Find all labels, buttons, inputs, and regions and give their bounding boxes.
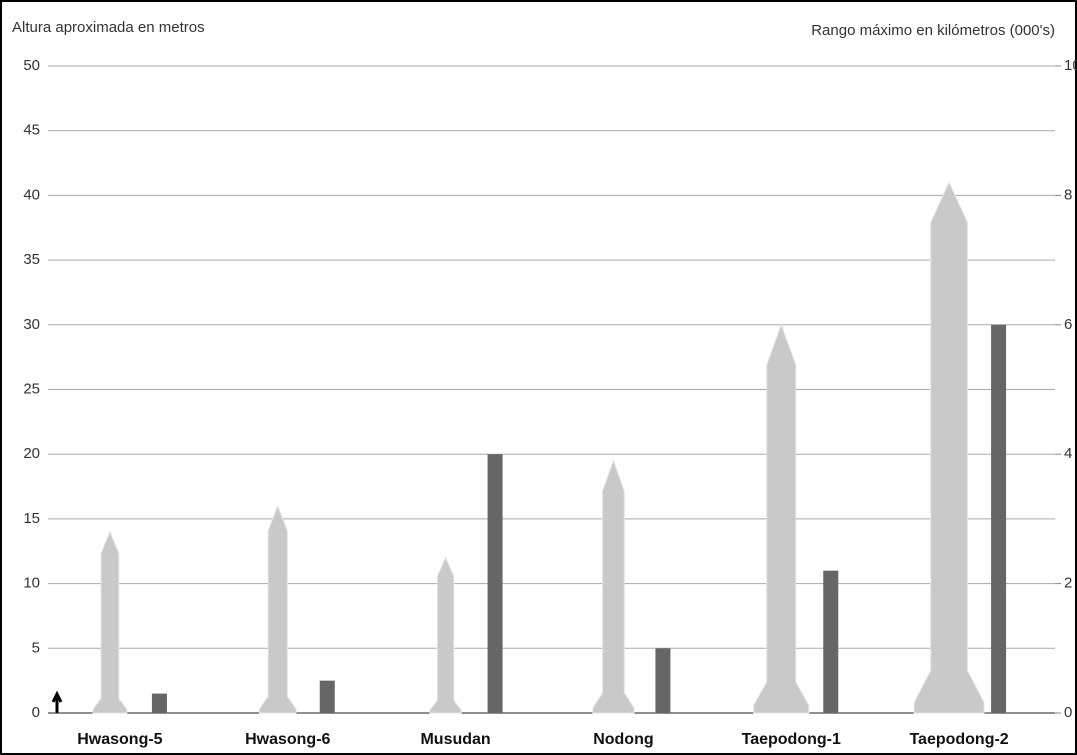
x-tick-label: Musudan	[420, 731, 490, 748]
y-tick-label: 5	[32, 639, 40, 656]
x-tick-label: Taepodong-1	[742, 731, 841, 748]
x-tick-label: Hwasong-5	[77, 731, 162, 748]
bar	[152, 694, 167, 713]
y-tick-label: 0	[32, 704, 40, 721]
y-tick-label: 10	[23, 575, 40, 592]
y-tick-label: 45	[23, 122, 40, 139]
y-tick-label: 30	[23, 316, 40, 333]
y-axis-label: Altura aproximada en metros	[12, 19, 205, 36]
y-tick-label: 40	[23, 186, 40, 203]
y-tick-label: 20	[23, 445, 40, 462]
y2-tick-label: 8	[1064, 186, 1072, 203]
y-tick-label: 15	[23, 510, 40, 527]
x-tick-label: Hwasong-6	[245, 731, 330, 748]
y2-tick-label: 2	[1064, 575, 1072, 592]
y2-tick-label: 4	[1064, 445, 1072, 462]
page: {"chart_data": { "type": "rocket-bar", "…	[0, 0, 1077, 755]
y-tick-label: 35	[23, 251, 40, 268]
chart: Altura aproximada en metros Rango máximo…	[0, 0, 1077, 755]
y-tick-label: 50	[23, 57, 40, 74]
frame	[1, 1, 1076, 754]
bar	[320, 681, 335, 713]
y2-axis-label: Rango máximo en kilómetros (000's)	[811, 22, 1055, 39]
x-tick-label: Nodong	[593, 731, 653, 748]
y2-tick-label: 10	[1064, 57, 1077, 74]
bar	[823, 571, 838, 713]
y2-tick-label: 0	[1064, 704, 1072, 721]
bar	[488, 454, 503, 713]
x-tick-label: Taepodong-2	[909, 731, 1008, 748]
y-tick-label: 25	[23, 380, 40, 397]
bar	[991, 325, 1006, 713]
bar	[655, 648, 670, 713]
y2-tick-label: 6	[1064, 316, 1072, 333]
